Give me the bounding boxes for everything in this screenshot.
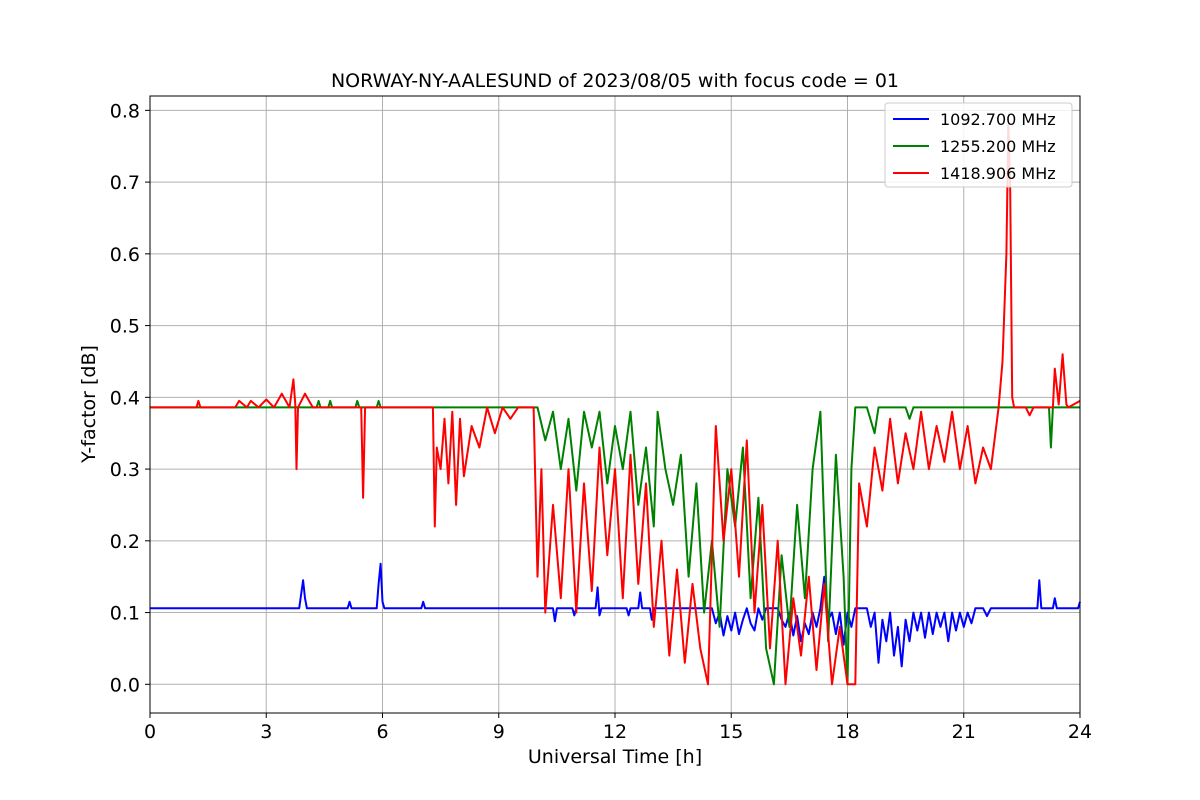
x-tick-label: 15 xyxy=(719,721,743,743)
x-axis: 0 3 6 9 12 15 18 21 24 xyxy=(144,713,1092,743)
legend-box xyxy=(884,102,1073,188)
legend-label-2: 1418.906 MHz xyxy=(940,164,1056,183)
y-tick-label: 0.2 xyxy=(110,531,140,553)
y-tick-label: 0.7 xyxy=(110,172,140,194)
series-layer xyxy=(150,123,1081,686)
legend: 1092.700 MHz 1255.200 MHz 1418.906 MHz xyxy=(884,102,1073,188)
series-line-1 xyxy=(150,399,1080,686)
y-tick-label: 0.8 xyxy=(110,100,140,122)
y-tick-label: 0.5 xyxy=(110,316,140,338)
y-axis-label: Y-factor [dB] xyxy=(78,345,100,464)
legend-label-1: 1255.200 MHz xyxy=(940,137,1056,156)
x-axis-label: Universal Time [h] xyxy=(528,746,702,768)
y-tick-label: 0.3 xyxy=(110,459,140,481)
x-tick-label: 18 xyxy=(835,721,859,743)
chart-title: NORWAY-NY-AALESUND of 2023/08/05 with fo… xyxy=(331,70,899,92)
legend-entries: 1092.700 MHz 1255.200 MHz 1418.906 MHz xyxy=(893,110,1056,183)
y-tick-label: 0.1 xyxy=(110,603,140,625)
x-tick-label: 6 xyxy=(376,721,388,743)
y-axis: 0.0 0.1 0.2 0.3 0.4 0.5 0.6 0.7 0.8 xyxy=(110,100,150,696)
x-tick-label: 21 xyxy=(952,721,976,743)
legend-label-0: 1092.700 MHz xyxy=(940,110,1056,129)
series-line-2 xyxy=(150,123,1081,686)
x-tick-label: 0 xyxy=(144,721,156,743)
x-tick-label: 12 xyxy=(603,721,627,743)
series-line-0 xyxy=(150,562,1081,668)
x-tick-label: 24 xyxy=(1068,721,1092,743)
y-tick-label: 0.4 xyxy=(110,387,140,409)
x-tick-label: 9 xyxy=(493,721,505,743)
y-tick-label: 0.6 xyxy=(110,244,140,266)
x-tick-label: 3 xyxy=(260,721,272,743)
y-tick-label: 0.0 xyxy=(110,674,140,696)
